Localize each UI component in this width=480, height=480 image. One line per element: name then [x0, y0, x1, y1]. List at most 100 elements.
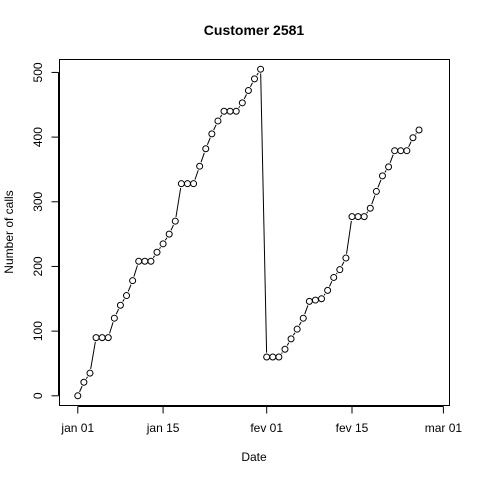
line-segment: [206, 137, 211, 145]
y-tick-label: 100: [31, 321, 45, 341]
data-point: [263, 353, 271, 361]
line-segment: [371, 195, 376, 205]
line-segment: [194, 170, 199, 180]
data-point: [391, 147, 399, 155]
data-point: [403, 147, 411, 155]
line-segment: [384, 170, 387, 173]
data-point: [80, 378, 88, 386]
data-point: [208, 130, 216, 138]
line-segment: [323, 293, 326, 296]
line-segment: [159, 247, 161, 250]
line-segment: [298, 321, 302, 326]
data-point: [214, 117, 222, 125]
data-point: [202, 145, 210, 153]
line-segment: [329, 281, 333, 287]
line-segment: [260, 73, 268, 353]
line-segment: [304, 305, 309, 315]
data-point: [330, 273, 338, 281]
line-segment: [341, 261, 345, 267]
data-point: [251, 75, 258, 83]
data-point: [275, 353, 283, 361]
y-tick-label: 300: [31, 191, 45, 211]
x-axis-label: Date: [241, 450, 267, 464]
data-point: [354, 213, 362, 221]
x-axis: jan 01 jan 15 fev 01 fev 15 mar 01: [60, 406, 463, 435]
data-point: [141, 257, 149, 265]
line-segment: [79, 385, 83, 393]
data-point: [372, 187, 380, 195]
data-point: [220, 107, 228, 115]
data-point: [104, 334, 112, 342]
plot-frame: [59, 59, 450, 406]
data-point: [92, 334, 100, 342]
x-tick-label: jan 01: [60, 421, 94, 435]
chart-title: Customer 2581: [204, 22, 305, 38]
data-point: [232, 107, 240, 115]
data-point: [311, 296, 319, 304]
data-point: [305, 297, 313, 305]
line-segment: [213, 124, 217, 131]
line-segment: [152, 255, 156, 258]
data-point: [147, 257, 155, 265]
line-segment: [133, 265, 138, 277]
line-segment: [90, 341, 96, 370]
data-point: [342, 254, 350, 262]
data-point: [281, 345, 289, 353]
line-segment: [200, 152, 205, 163]
line-segment: [115, 308, 120, 315]
data-point: [165, 230, 173, 238]
line-segment: [389, 154, 394, 164]
data-point: [415, 126, 423, 134]
data-point: [366, 204, 374, 212]
data-point: [348, 213, 356, 221]
data-point: [196, 162, 204, 170]
data-point: [287, 335, 295, 343]
line-segment: [109, 322, 114, 334]
data-point: [135, 257, 143, 265]
data-point: [86, 369, 94, 377]
data-point: [183, 180, 191, 188]
series-points: [74, 65, 423, 400]
data-point: [74, 392, 82, 400]
line-segment: [292, 332, 296, 336]
line-segment: [122, 298, 125, 302]
line-segment: [238, 106, 241, 109]
line-segment: [408, 141, 412, 148]
data-point: [257, 65, 265, 73]
y-tick-label: 500: [31, 62, 45, 82]
x-tick-label: jan 15: [146, 421, 180, 435]
data-point: [98, 334, 106, 342]
line-segment: [346, 220, 352, 254]
line-segment: [164, 237, 168, 241]
line-segment: [335, 272, 338, 275]
data-point: [190, 180, 198, 188]
data-point: [324, 286, 332, 294]
data-point: [397, 147, 405, 155]
data-point: [299, 314, 307, 322]
x-tick-label: fev 01: [250, 421, 283, 435]
line-segment: [175, 187, 182, 218]
line-segment: [377, 179, 382, 188]
x-tick-label: mar 01: [425, 421, 463, 435]
line-segment: [286, 342, 290, 346]
data-point: [385, 163, 393, 171]
y-axis: 0 100 200 300 400 500: [31, 62, 59, 399]
data-point: [226, 107, 234, 115]
line-segment: [256, 72, 259, 76]
line-segment: [366, 211, 369, 214]
line-segment: [219, 114, 223, 118]
data-point: [293, 325, 301, 333]
line-segment: [415, 133, 417, 135]
data-point: [177, 180, 185, 188]
series-line: [79, 72, 417, 393]
data-point: [378, 172, 386, 180]
data-point: [318, 295, 326, 303]
data-point: [129, 277, 137, 285]
y-axis-label: Number of calls: [2, 190, 16, 273]
data-point: [409, 134, 417, 142]
data-point: [116, 301, 124, 309]
data-point: [123, 292, 131, 300]
x-tick-label: fev 15: [336, 421, 369, 435]
y-tick-label: 200: [31, 256, 45, 276]
